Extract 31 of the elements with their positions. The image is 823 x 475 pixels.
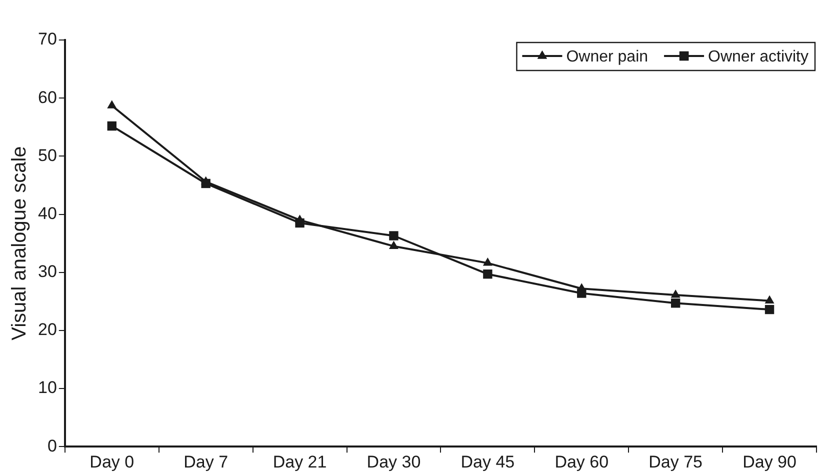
x-tick-label: Day 0	[90, 452, 134, 472]
legend-label: Owner activity	[708, 48, 808, 66]
y-tick-label: 50	[38, 146, 57, 165]
y-tick-label: 60	[38, 88, 57, 107]
point	[107, 121, 116, 131]
x-tick-label: Day 75	[648, 452, 703, 472]
legend-label: Owner pain	[566, 48, 648, 66]
y-tick-label: 40	[38, 204, 57, 223]
point	[482, 258, 492, 266]
point	[670, 289, 680, 298]
point	[764, 304, 774, 314]
y-tick-label: 30	[38, 262, 57, 282]
x-tick-label: Day 21	[272, 452, 327, 472]
x-tick-label: Day 7	[184, 452, 228, 472]
y-tick-label: 20	[38, 320, 57, 340]
point	[670, 298, 680, 308]
x-tick-label: Day 90	[742, 452, 796, 472]
x-tick-label: Day 60	[554, 452, 609, 472]
point	[389, 231, 398, 240]
x-tick-label: Day 45	[460, 452, 515, 472]
y-tick-label: 10	[38, 378, 57, 398]
y-tick-label: 70	[38, 30, 57, 49]
point	[483, 269, 492, 279]
y-tick-label: 0	[47, 436, 57, 456]
x-tick-label: Day 30	[366, 452, 421, 472]
point	[388, 240, 398, 249]
point	[295, 214, 305, 223]
y-axis-title: Visual analogue scale	[8, 146, 31, 340]
point	[764, 295, 774, 304]
point	[107, 100, 117, 108]
point	[576, 283, 586, 292]
